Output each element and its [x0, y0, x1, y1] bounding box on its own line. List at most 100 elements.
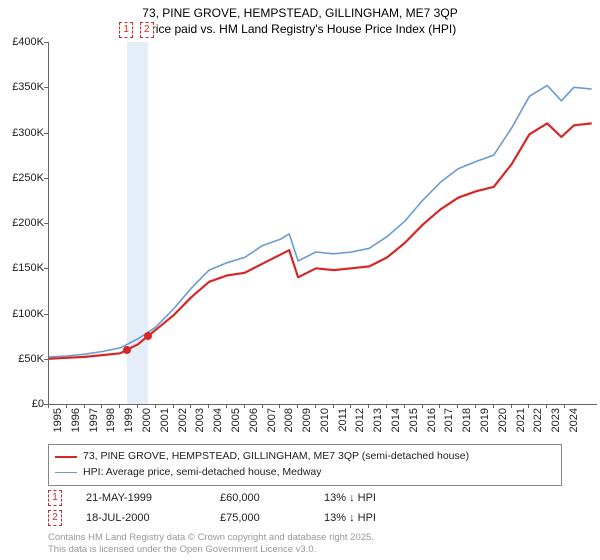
x-tick [208, 404, 209, 408]
series-price_paid [49, 123, 592, 358]
title-line-2: Price paid vs. HM Land Registry's House … [0, 22, 600, 38]
x-tick-label: 2019 [479, 408, 491, 432]
x-tick-label: 2006 [248, 408, 260, 432]
x-tick-label: 2017 [443, 408, 455, 432]
sale-delta: 13% ↓ HPI [324, 492, 424, 504]
y-tick [44, 87, 48, 88]
sale-row: 1 21-MAY-1999 £60,000 13% ↓ HPI [48, 488, 424, 508]
x-tick-label: 2000 [141, 408, 153, 432]
chart-area: £0£50K£100K£150K£200K£250K£300K£350K£400… [0, 42, 600, 432]
sale-row: 2 18-JUL-2000 £75,000 13% ↓ HPI [48, 508, 424, 528]
x-tick [315, 404, 316, 408]
y-tick [44, 359, 48, 360]
y-tick [44, 314, 48, 315]
chart-svg [49, 42, 597, 404]
y-tick-label: £400K [0, 36, 44, 48]
callout-1: 1 [119, 22, 133, 38]
title-block: 73, PINE GROVE, HEMPSTEAD, GILLINGHAM, M… [0, 0, 600, 37]
x-tick [439, 404, 440, 408]
sale-date: 18-JUL-2000 [86, 512, 196, 524]
series-hpi [49, 85, 592, 357]
x-tick-label: 2018 [461, 408, 473, 432]
x-tick [84, 404, 85, 408]
x-tick-label: 2011 [337, 408, 349, 432]
x-tick-label: 1996 [70, 408, 82, 432]
legend-swatch [55, 472, 77, 474]
sale-marker-2 [144, 332, 152, 340]
x-tick [279, 404, 280, 408]
x-tick [528, 404, 529, 408]
x-tick [226, 404, 227, 408]
x-tick [119, 404, 120, 408]
y-tick-label: £250K [0, 172, 44, 184]
sale-marker-1 [123, 346, 131, 354]
x-tick-label: 2003 [194, 408, 206, 432]
x-tick [493, 404, 494, 408]
y-tick [44, 178, 48, 179]
callout-2: 2 [140, 22, 154, 38]
sale-delta: 13% ↓ HPI [324, 512, 424, 524]
x-tick-label: 2004 [212, 408, 224, 432]
x-tick [546, 404, 547, 408]
title-line-1: 73, PINE GROVE, HEMPSTEAD, GILLINGHAM, M… [0, 6, 600, 22]
sale-id-box: 1 [48, 490, 62, 506]
y-tick-label: £350K [0, 81, 44, 93]
x-tick [137, 404, 138, 408]
x-tick-label: 2020 [497, 408, 509, 432]
y-tick-label: £300K [0, 127, 44, 139]
legend-label: 73, PINE GROVE, HEMPSTEAD, GILLINGHAM, M… [83, 449, 469, 465]
x-tick [190, 404, 191, 408]
x-tick-label: 2024 [568, 408, 580, 432]
x-tick-label: 2008 [283, 408, 295, 432]
x-tick-label: 2012 [354, 408, 366, 432]
x-tick-label: 1997 [88, 408, 100, 432]
x-tick [244, 404, 245, 408]
sale-id-box: 2 [48, 510, 62, 526]
x-tick [155, 404, 156, 408]
legend-label: HPI: Average price, semi-detached house,… [83, 465, 322, 481]
legend: 73, PINE GROVE, HEMPSTEAD, GILLINGHAM, M… [48, 444, 562, 486]
x-tick [422, 404, 423, 408]
y-tick [44, 268, 48, 269]
x-tick [350, 404, 351, 408]
footer-line-1: Contains HM Land Registry data © Crown c… [48, 532, 374, 544]
sale-price: £75,000 [220, 512, 300, 524]
x-tick-label: 1998 [105, 408, 117, 432]
x-tick [333, 404, 334, 408]
x-tick [297, 404, 298, 408]
x-tick [173, 404, 174, 408]
y-tick-label: £50K [0, 353, 44, 365]
x-tick-label: 2005 [230, 408, 242, 432]
y-tick-label: £150K [0, 262, 44, 274]
x-tick [404, 404, 405, 408]
x-tick-label: 2022 [532, 408, 544, 432]
footer-attribution: Contains HM Land Registry data © Crown c… [48, 532, 374, 556]
plot-area [48, 42, 597, 405]
sale-date: 21-MAY-1999 [86, 492, 196, 504]
x-tick [457, 404, 458, 408]
sales-table: 1 21-MAY-1999 £60,000 13% ↓ HPI 2 18-JUL-2000… [48, 488, 424, 528]
x-tick-label: 1999 [123, 408, 135, 432]
footer-line-2: This data is licensed under the Open Gov… [48, 544, 374, 556]
y-tick-label: £100K [0, 308, 44, 320]
x-tick [564, 404, 565, 408]
y-tick [44, 42, 48, 43]
x-tick-label: 2013 [372, 408, 384, 432]
x-tick [66, 404, 67, 408]
x-tick-label: 2010 [319, 408, 331, 432]
x-tick [475, 404, 476, 408]
y-tick [44, 133, 48, 134]
x-tick-label: 2001 [159, 408, 171, 432]
y-tick [44, 223, 48, 224]
legend-row: HPI: Average price, semi-detached house,… [55, 465, 555, 481]
chart-container: 73, PINE GROVE, HEMPSTEAD, GILLINGHAM, M… [0, 0, 600, 560]
x-tick-label: 2009 [301, 408, 313, 432]
sale-price: £60,000 [220, 492, 300, 504]
y-tick-label: £200K [0, 217, 44, 229]
x-tick [101, 404, 102, 408]
x-tick-label: 2021 [515, 408, 527, 432]
x-tick-label: 2016 [426, 408, 438, 432]
legend-row: 73, PINE GROVE, HEMPSTEAD, GILLINGHAM, M… [55, 449, 555, 465]
x-tick-label: 1995 [52, 408, 64, 432]
y-tick-label: £0 [0, 398, 44, 410]
